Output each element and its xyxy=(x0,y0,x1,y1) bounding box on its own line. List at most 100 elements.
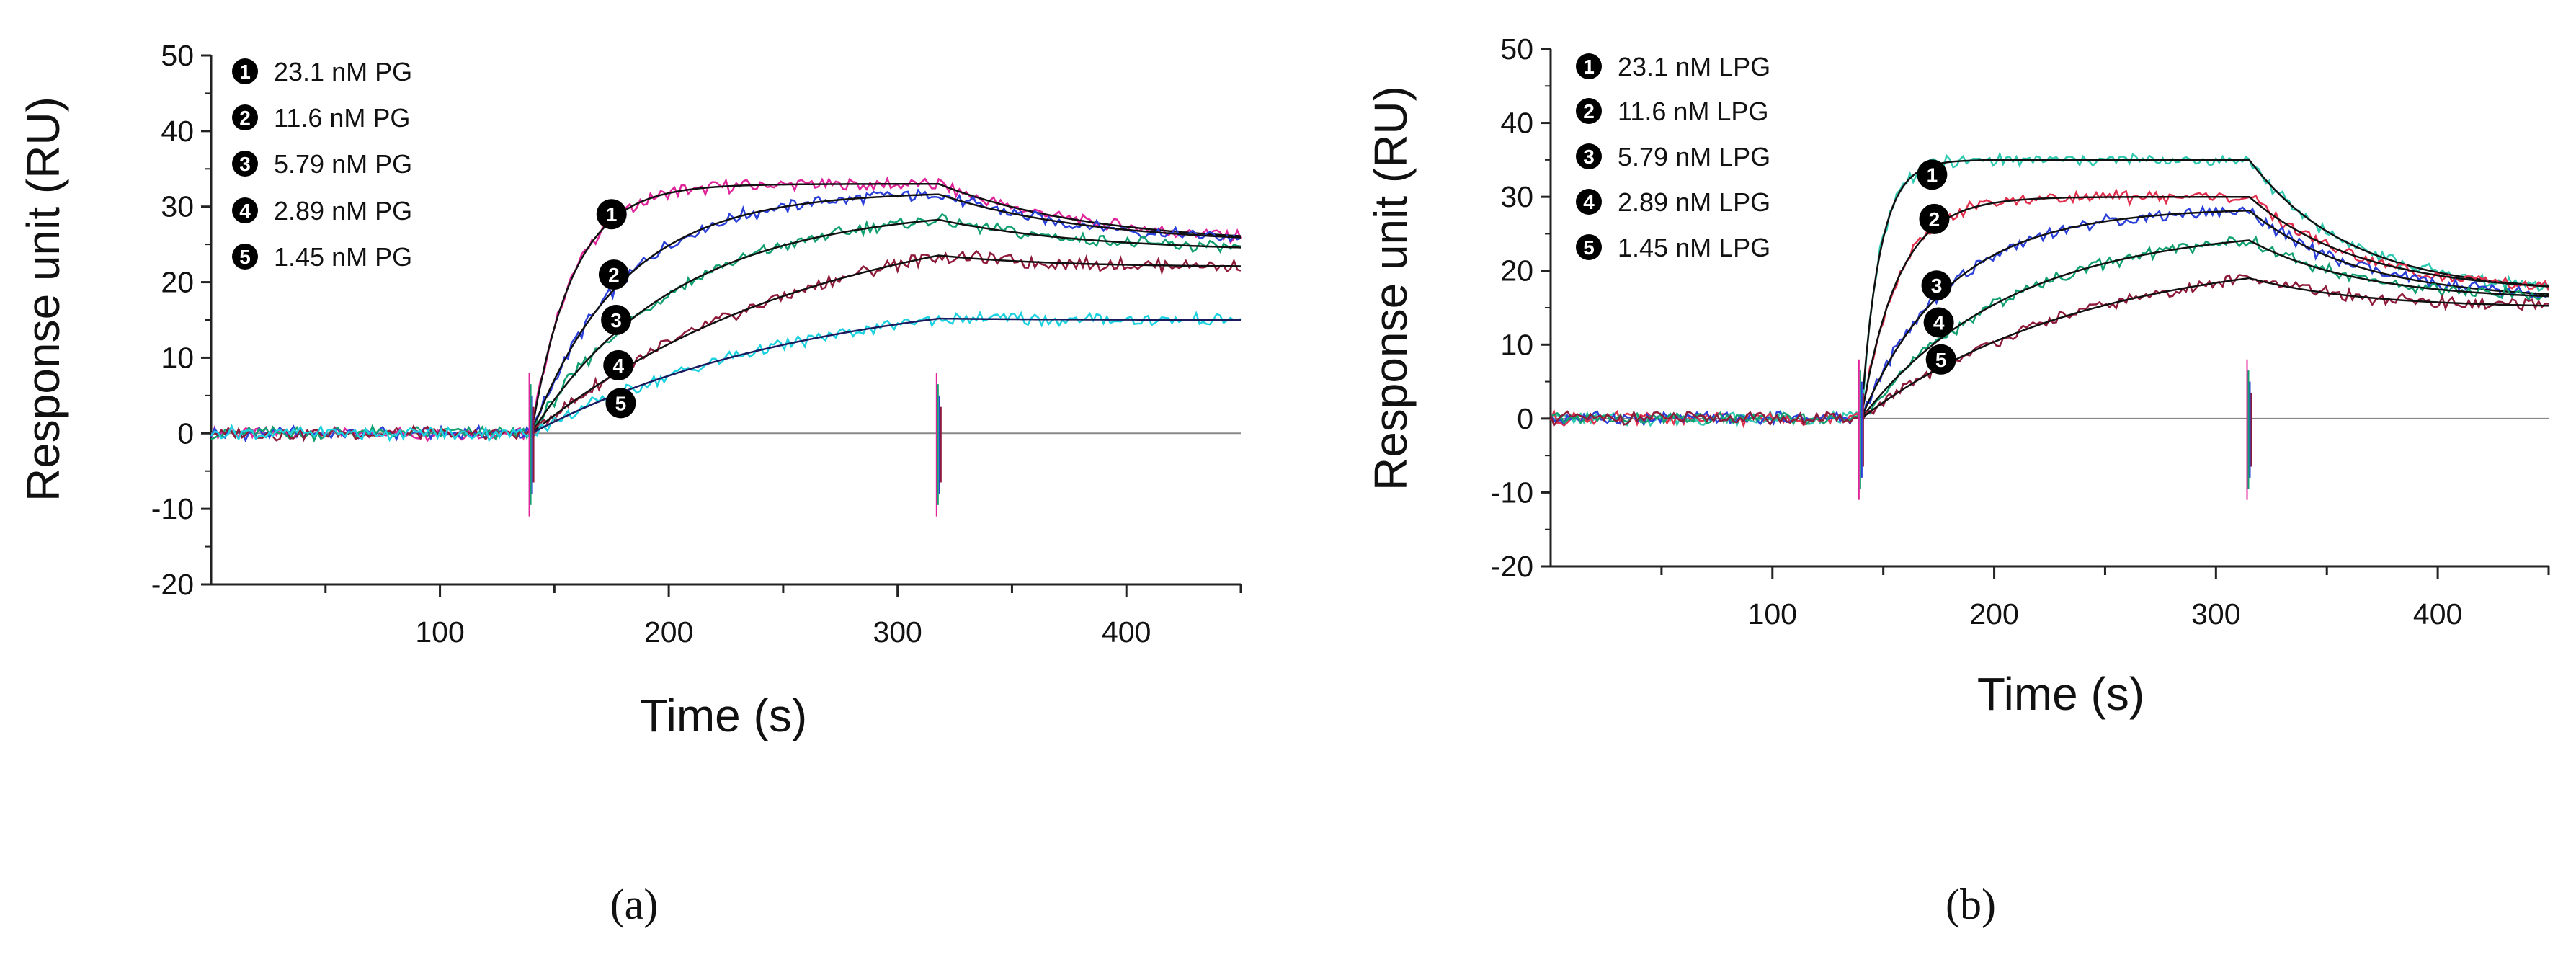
x-tick-label-b-1: 200 xyxy=(1969,597,2018,631)
series-trace-a-2 xyxy=(210,188,1242,442)
series-trace-b-2 xyxy=(1549,187,2550,429)
curve-marker-a-4 xyxy=(603,349,634,380)
curve-marker-label-a-2: 2 xyxy=(608,264,620,286)
legend-badge-a-3: 3 xyxy=(239,153,251,175)
series-fit-a-1 xyxy=(532,183,1242,421)
legend-item-a-2: 2 11.6 nM PG xyxy=(232,103,410,133)
x-axis-title-b: Time (s) xyxy=(1977,668,2144,720)
legend-item-a-3: 3 5.79 nM PG xyxy=(232,149,412,179)
legend-label-b-5: 1.45 nM LPG xyxy=(1618,233,1770,262)
legend-badge-a-4: 4 xyxy=(239,200,251,222)
curve-marker-label-a-1: 1 xyxy=(606,203,618,226)
legend-item-b-4: 4 2.89 nM LPG xyxy=(1576,187,1770,217)
series-trace-b-5 xyxy=(1549,274,2549,427)
y-tick-label-b-0: -20 xyxy=(1491,550,1533,583)
y-tick-label-b-7: 50 xyxy=(1500,32,1533,66)
curve-marker-label-b-3: 3 xyxy=(1931,275,1943,297)
legend-item-b-3: 3 5.79 nM LPG xyxy=(1576,142,1770,172)
legend-badge-b-1: 1 xyxy=(1583,55,1595,78)
series-fit-b-4 xyxy=(1863,239,2549,417)
legend-label-b-1: 23.1 nM LPG xyxy=(1618,52,1770,81)
y-tick-label-b-4: 20 xyxy=(1500,254,1533,288)
x-axis-title-a: Time (s) xyxy=(640,690,807,741)
y-axis-title-b: Response unit (RU) xyxy=(1365,86,1417,491)
curve-marker-b-1 xyxy=(1917,159,1948,190)
y-tick-label-a-3: 10 xyxy=(161,341,194,374)
curve-marker-b-4 xyxy=(1923,307,1954,338)
curve-marker-label-a-5: 5 xyxy=(615,392,627,414)
series-fit-a-5 xyxy=(533,317,1241,433)
legend-badge-b-2: 2 xyxy=(1583,100,1595,123)
curve-marker-a-3 xyxy=(601,305,632,335)
panel-b: -20 -10 0 10 20 30 40 50 100 200 300 400 1 2 3 4 5 xyxy=(1491,32,2550,631)
legend-badge-a-2: 2 xyxy=(239,107,251,129)
x-tick-label-a-0: 100 xyxy=(415,615,464,649)
legend-label-b-4: 2.89 nM LPG xyxy=(1618,187,1770,217)
curve-marker-b-2 xyxy=(1919,203,1950,234)
y-tick-label-a-2: 0 xyxy=(177,417,194,450)
y-tick-label-b-2: 0 xyxy=(1517,402,1533,435)
y-tick-label-b-1: -10 xyxy=(1491,476,1533,509)
curve-marker-a-5 xyxy=(605,388,636,419)
legend-badge-a-1: 1 xyxy=(239,61,251,83)
legend-item-b-5: 5 1.45 nM LPG xyxy=(1576,233,1770,262)
series-fit-b-2 xyxy=(1862,195,2549,406)
legend-badge-b-4: 4 xyxy=(1583,191,1595,213)
panel-a: -20 -10 0 10 20 30 40 50 100 200 300 400 1 2 3 4 5 xyxy=(151,39,1242,649)
curve-marker-a-1 xyxy=(596,199,627,230)
y-tick-label-a-1: -10 xyxy=(151,492,194,525)
legend-badge-b-5: 5 xyxy=(1583,236,1595,259)
y-tick-label-a-5: 30 xyxy=(161,190,194,223)
y-tick-label-a-4: 20 xyxy=(161,266,194,299)
y-tick-label-a-6: 40 xyxy=(161,115,194,148)
x-tick-label-a-2: 300 xyxy=(873,615,922,649)
curve-marker-b-3 xyxy=(1921,270,1952,301)
series-trace-a-4 xyxy=(210,249,1242,442)
x-tick-label-b-2: 300 xyxy=(2191,597,2240,631)
curve-marker-label-b-4: 4 xyxy=(1933,312,1945,334)
legend-label-a-5: 1.45 nM PG xyxy=(274,242,412,272)
legend-a: 1 23.1 nM PG 2 11.6 nM PG 3 5.79 nM PG 4… xyxy=(232,57,412,272)
y-axis-title-a: Response unit (RU) xyxy=(17,97,69,502)
series-fit-b-5 xyxy=(1863,277,2549,418)
legend-b: 1 23.1 nM LPG 2 11.6 nM LPG 3 5.79 nM LP… xyxy=(1576,52,1770,262)
legend-label-a-4: 2.89 nM PG xyxy=(274,196,412,226)
series-fit-b-1 xyxy=(1862,159,2549,390)
legend-item-a-1: 1 23.1 nM PG xyxy=(232,57,412,86)
curve-marker-label-a-3: 3 xyxy=(610,309,622,331)
curve-marker-label-a-4: 4 xyxy=(612,355,624,377)
curve-marker-label-b-1: 1 xyxy=(1927,164,1938,186)
legend-label-b-2: 11.6 nM LPG xyxy=(1618,97,1768,126)
x-tick-label-a-1: 200 xyxy=(644,615,693,649)
panel-caption-a: (a) xyxy=(610,881,659,928)
legend-item-b-1: 1 23.1 nM LPG xyxy=(1576,52,1770,81)
x-tick-label-b-3: 400 xyxy=(2413,597,2462,631)
panel-caption-b: (b) xyxy=(1946,881,1996,928)
legend-label-a-1: 23.1 nM PG xyxy=(274,57,412,86)
legend-item-b-2: 2 11.6 nM LPG xyxy=(1576,97,1768,126)
y-tick-label-a-0: -20 xyxy=(151,568,194,601)
legend-item-a-5: 5 1.45 nM PG xyxy=(232,242,412,272)
x-tick-label-b-0: 100 xyxy=(1748,597,1797,631)
curve-marker-a-2 xyxy=(598,259,629,290)
legend-label-a-3: 5.79 nM PG xyxy=(274,149,412,179)
series-fit-a-3 xyxy=(532,218,1242,430)
legend-item-a-4: 4 2.89 nM PG xyxy=(232,196,412,226)
curve-marker-label-b-2: 2 xyxy=(1929,208,1940,231)
y-tick-label-b-3: 10 xyxy=(1500,328,1533,361)
series-fit-a-4 xyxy=(533,254,1242,432)
legend-label-a-2: 11.6 nM PG xyxy=(274,103,410,133)
legend-label-b-3: 5.79 nM LPG xyxy=(1618,142,1770,172)
series-trace-b-3 xyxy=(1549,205,2549,427)
y-tick-label-b-6: 40 xyxy=(1500,107,1533,140)
y-tick-label-b-5: 30 xyxy=(1500,180,1533,213)
y-tick-label-a-7: 50 xyxy=(161,39,194,72)
legend-badge-b-3: 3 xyxy=(1583,146,1595,168)
series-fit-b-3 xyxy=(1862,209,2549,414)
curve-marker-label-b-5: 5 xyxy=(1935,349,1947,371)
x-tick-label-a-3: 400 xyxy=(1102,615,1151,649)
curve-marker-b-5 xyxy=(1925,344,1956,375)
series-trace-a-5 xyxy=(210,310,1242,442)
legend-badge-a-5: 5 xyxy=(239,246,251,268)
